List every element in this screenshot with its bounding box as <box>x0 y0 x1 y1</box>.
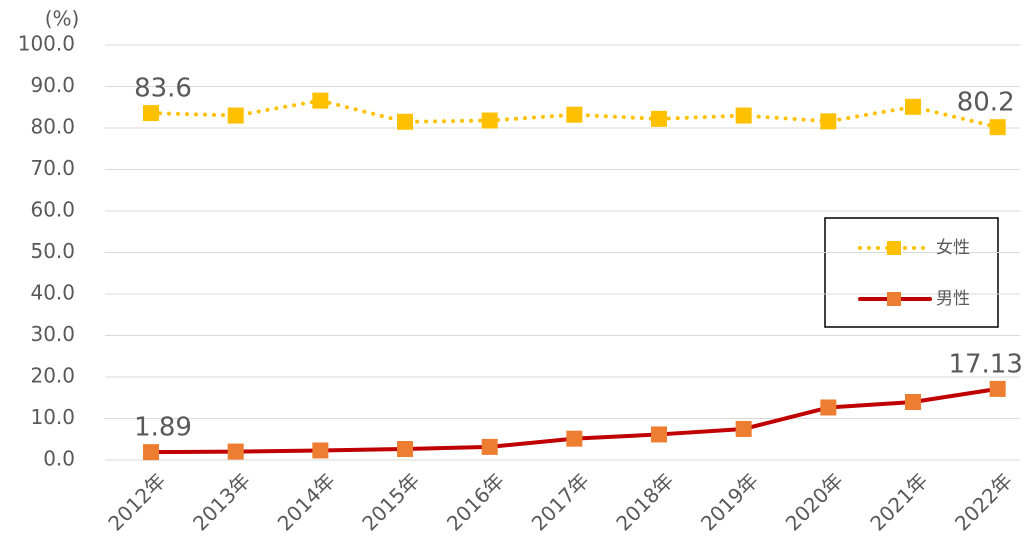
marker <box>227 107 244 124</box>
x-tick-label: 2018年 <box>611 468 678 535</box>
data-label: 17.13 <box>948 349 1022 379</box>
x-tick-label: 2016年 <box>442 468 509 535</box>
y-tick-label: 30.0 <box>30 322 75 346</box>
legend-marker <box>887 241 901 255</box>
marker <box>989 380 1006 397</box>
data-label: 1.89 <box>134 413 192 443</box>
marker <box>566 106 583 123</box>
marker <box>651 110 668 127</box>
y-tick-label: 60.0 <box>30 198 75 222</box>
y-tick-label: 70.0 <box>30 156 75 180</box>
marker <box>481 438 498 455</box>
x-tick-label: 2015年 <box>357 468 424 535</box>
marker <box>820 113 837 130</box>
marker <box>227 443 244 460</box>
x-tick-label: 2020年 <box>781 468 848 535</box>
x-tick-label: 2013年 <box>188 468 255 535</box>
marker <box>397 441 414 458</box>
data-label: 83.6 <box>134 74 192 104</box>
y-tick-label: 50.0 <box>30 239 75 263</box>
data-label: 80.2 <box>957 88 1015 118</box>
marker <box>143 444 160 461</box>
marker <box>735 420 752 437</box>
x-tick-label: 2017年 <box>527 468 594 535</box>
x-tick-label: 2022年 <box>950 468 1017 535</box>
legend-marker <box>887 292 901 306</box>
y-axis-label: (%) <box>45 7 80 31</box>
legend-label: 女性 <box>936 238 970 258</box>
marker <box>820 399 837 416</box>
x-tick-label: 2012年 <box>103 468 170 535</box>
y-tick-label: 10.0 <box>30 405 75 429</box>
y-tick-label: 0.0 <box>43 447 75 471</box>
y-tick-label: 80.0 <box>30 115 75 139</box>
legend-label: 男性 <box>936 289 970 309</box>
marker <box>481 112 498 129</box>
y-tick-label: 20.0 <box>30 364 75 388</box>
marker <box>397 113 414 130</box>
y-tick-label: 100.0 <box>18 32 75 56</box>
marker <box>989 119 1006 136</box>
marker <box>905 394 922 411</box>
y-tick-label: 90.0 <box>30 73 75 97</box>
legend-box <box>824 217 999 328</box>
y-tick-label: 40.0 <box>30 281 75 305</box>
x-tick-label: 2021年 <box>865 468 932 535</box>
marker <box>312 442 329 459</box>
x-tick-label: 2014年 <box>273 468 340 535</box>
marker <box>651 426 668 443</box>
series-line <box>149 98 1000 130</box>
marker <box>312 92 329 109</box>
marker <box>566 430 583 447</box>
marker <box>905 98 922 115</box>
marker <box>735 107 752 124</box>
x-tick-label: 2019年 <box>696 468 763 535</box>
marker <box>143 105 160 122</box>
